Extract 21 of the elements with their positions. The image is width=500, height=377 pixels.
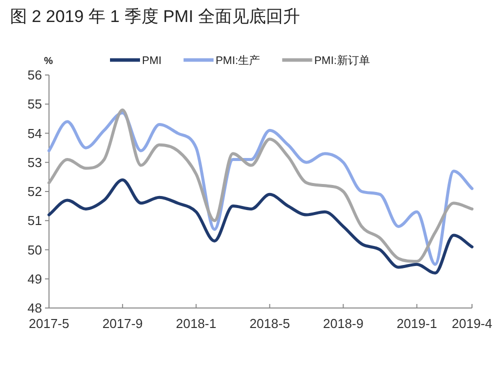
legend-label: PMI:新订单 [314, 54, 370, 67]
chart-title: 图 2 2019 年 1 季度 PMI 全面见底回升 [10, 7, 300, 26]
legend-label: PMI:生产 [216, 54, 260, 67]
y-tick-label: 49 [28, 271, 42, 286]
y-axis-title: % [44, 56, 53, 67]
y-tick-label: 55 [28, 96, 42, 112]
x-tick-label: 2017-5 [28, 316, 70, 331]
x-tick-label: 2017-9 [102, 316, 143, 331]
y-tick-label: 51 [28, 213, 42, 228]
y-tick-label: 53 [28, 154, 42, 170]
x-tick-label: 2019-4 [452, 316, 492, 331]
legend-label: PMI [142, 55, 162, 67]
y-tick-label: 48 [28, 300, 42, 316]
y-tick-label: 50 [28, 242, 42, 258]
y-tick-label: 54 [28, 126, 42, 141]
y-tick-label: 56 [28, 68, 42, 82]
y-tick-label: 52 [28, 184, 42, 199]
x-tick-label: 2018-9 [323, 316, 364, 331]
x-tick-label: 2018-1 [176, 316, 216, 331]
x-tick-label: 2018-5 [249, 316, 290, 331]
x-tick-label: 2019-1 [396, 316, 438, 331]
